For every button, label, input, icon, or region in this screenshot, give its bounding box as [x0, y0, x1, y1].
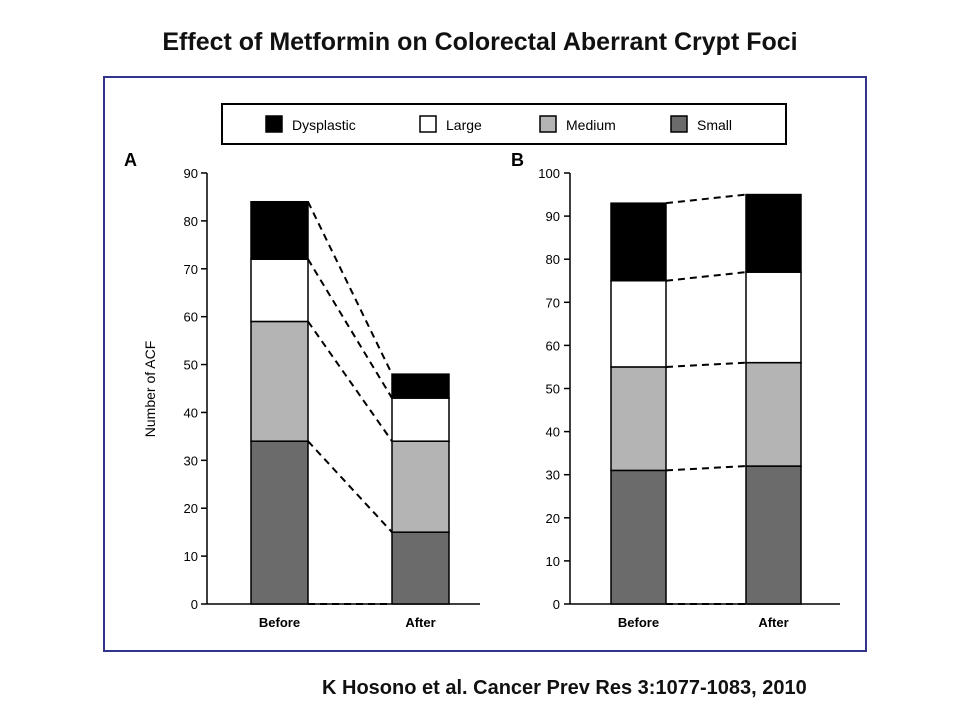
figure-frame [103, 76, 867, 652]
y-tick-label: 30 [184, 453, 198, 468]
page-title: Effect of Metformin on Colorectal Aberra… [162, 28, 798, 56]
y-tick-label: 40 [546, 425, 560, 440]
connector-line [665, 193, 747, 205]
panel-label-a: A [124, 150, 137, 170]
panel-a: 0 10 20 30 40 50 60 70 80 90 Before After [184, 166, 480, 630]
y-tick-label: 100 [538, 166, 560, 181]
legend-swatch-small [670, 115, 688, 133]
y-tick-label: 70 [546, 295, 560, 310]
citation: K Hosono et al. Cancer Prev Res 3:1077-1… [322, 677, 807, 699]
y-tick-label: 60 [546, 338, 560, 353]
bar-segment-medium [391, 440, 450, 533]
connector-line [665, 465, 747, 472]
x-tick-label: After [758, 615, 788, 630]
bar-segment-medium [250, 320, 309, 442]
y-tick-label: 60 [184, 310, 198, 325]
x-tick-label: Before [618, 615, 659, 630]
y-tick-label: 20 [546, 511, 560, 526]
bar-segment-large [250, 258, 309, 323]
connector-line [307, 201, 393, 375]
legend-box [221, 103, 787, 145]
y-tick-label: 0 [553, 597, 560, 612]
legend-swatch-medium [539, 115, 557, 133]
bar-segment-medium [610, 366, 667, 472]
x-tick-label: Before [259, 615, 300, 630]
y-tick-label: 80 [546, 252, 560, 267]
connector-line [665, 361, 747, 368]
y-tick-label: 10 [546, 554, 560, 569]
bar-segment-large [391, 397, 450, 442]
legend: Dysplastic Large Medium Small [265, 115, 732, 133]
y-tick-label: 0 [191, 597, 198, 612]
connector-line [665, 271, 747, 282]
bar-segment-large [745, 271, 802, 364]
legend-label-medium: Medium [566, 117, 616, 133]
legend-swatch-dysplastic [265, 115, 283, 133]
y-tick-label: 90 [546, 209, 560, 224]
y-tick-label: 70 [184, 262, 198, 277]
bar-segment-large [610, 280, 667, 368]
y-tick-label: 80 [184, 214, 198, 229]
legend-label-large: Large [446, 117, 482, 133]
legend-swatch-large [419, 115, 437, 133]
y-axis-label: Number of ACF [142, 341, 158, 437]
connector-line [307, 440, 393, 533]
bar-segment-medium [745, 361, 802, 467]
bar-segment-dysplastic [745, 193, 802, 273]
bar-segment-dysplastic [610, 202, 667, 282]
bar-segment-small [610, 469, 667, 605]
y-tick-label: 50 [546, 382, 560, 397]
bar-segment-dysplastic [250, 200, 309, 260]
bar-segment-small [391, 531, 450, 605]
connector-line [307, 258, 393, 399]
bar-segment-small [250, 440, 309, 605]
legend-label-dysplastic: Dysplastic [292, 117, 356, 133]
y-tick-label: 30 [546, 468, 560, 483]
y-tick-label: 90 [184, 166, 198, 181]
bar-segment-small [745, 465, 802, 605]
legend-label-small: Small [697, 117, 732, 133]
y-tick-label: 10 [184, 549, 198, 564]
connector-line [307, 320, 393, 442]
panel-b: 0 10 20 30 40 50 60 70 80 90 100 Before After [538, 166, 840, 630]
y-tick-label: 40 [184, 405, 198, 420]
panel-label-b: B [511, 150, 524, 170]
y-tick-label: 50 [184, 358, 198, 373]
x-tick-label: After [405, 615, 435, 630]
bar-segment-dysplastic [391, 373, 450, 399]
y-tick-label: 20 [184, 501, 198, 516]
